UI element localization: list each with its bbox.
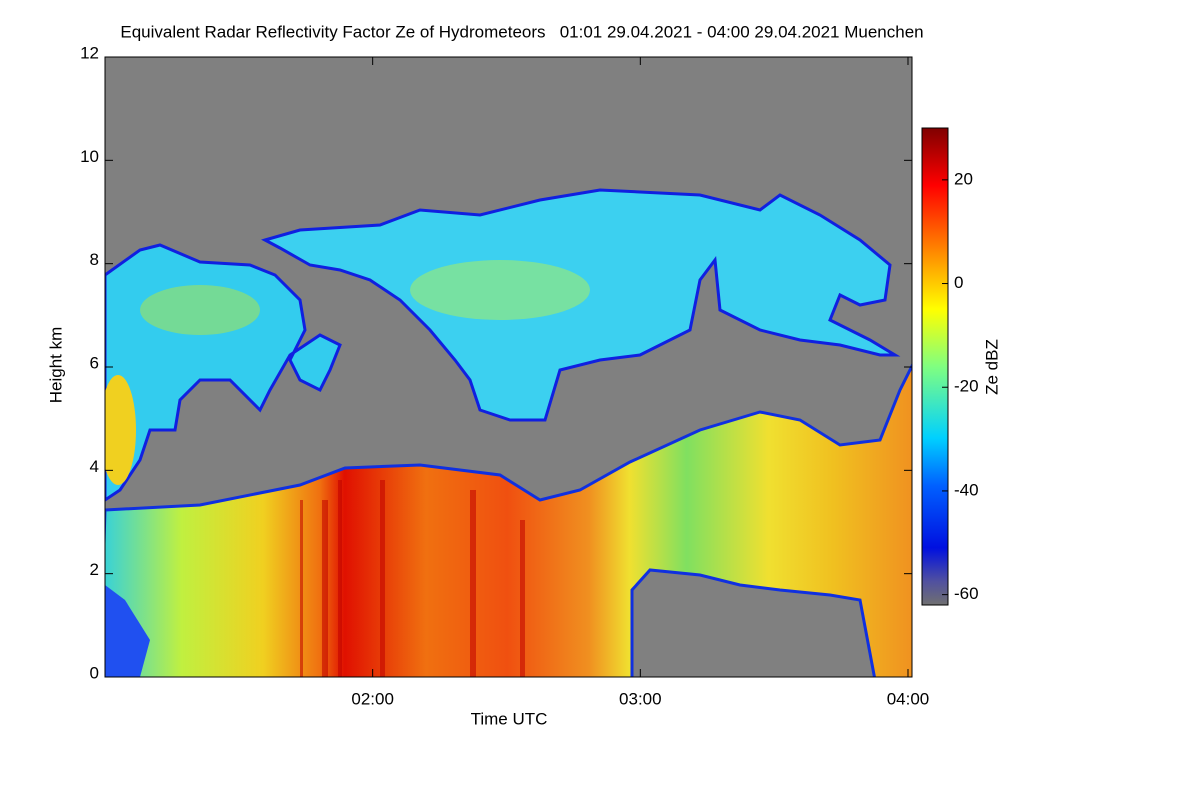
y-tick-label: 6: [90, 353, 99, 372]
y-tick-label: 8: [90, 250, 99, 269]
y-axis-label: Height km: [46, 327, 65, 404]
colorbar-tick-label: -20: [954, 377, 979, 396]
colorbar-tick-label: -40: [954, 480, 979, 499]
chart-title: Equivalent Radar Reflectivity Factor Ze …: [120, 22, 923, 41]
x-tick-label: 04:00: [887, 689, 930, 708]
x-tick-label: 02:00: [351, 689, 394, 708]
colorbar-tick-label: -60: [954, 584, 979, 603]
y-tick-label: 10: [80, 147, 99, 166]
y-tick-label: 12: [80, 43, 99, 62]
y-tick-label: 4: [90, 457, 99, 476]
colorbar: [921, 127, 949, 606]
radar-field: [105, 57, 912, 677]
x-tick-label: 03:00: [619, 689, 662, 708]
colorbar-tick-label: 20: [954, 169, 973, 188]
y-tick-label: 2: [90, 560, 99, 579]
y-tick-label: 0: [90, 663, 99, 682]
colorbar-tick-label: 0: [954, 273, 963, 292]
colorbar-label: Ze dBZ: [982, 339, 1001, 395]
x-axis-label: Time UTC: [471, 709, 548, 728]
